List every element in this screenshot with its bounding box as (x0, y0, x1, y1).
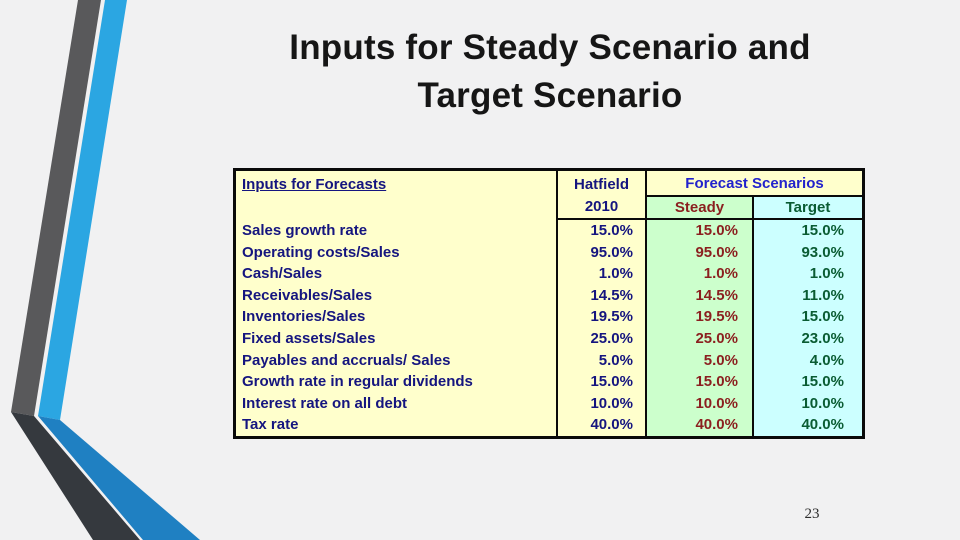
target-value: 15.0% (801, 308, 844, 326)
slide-title: Inputs for Steady Scenario and Target Sc… (130, 24, 960, 120)
column-header-hatfield: Hatfield 2010 (558, 174, 645, 218)
hatfield-value: 19.5% (590, 308, 633, 326)
target-value: 40.0% (801, 416, 844, 434)
inputs-table: Inputs for Forecasts Hatfield 2010 Forec… (233, 168, 865, 439)
row-label: Cash/Sales (242, 265, 323, 283)
table-title: Inputs for Forecasts (242, 176, 387, 193)
target-value: 93.0% (801, 243, 844, 261)
target-value: 15.0% (801, 373, 844, 391)
steady-value: 5.0% (703, 351, 738, 369)
line-under-header-row (558, 218, 862, 220)
table-row: Payables and accruals/ Sales 5.0% 5.0% 4… (236, 350, 862, 372)
row-label: Operating costs/Sales (242, 243, 400, 261)
row-label: Inventories/Sales (242, 308, 366, 326)
table-row: Growth rate in regular dividends 15.0% 1… (236, 371, 862, 393)
target-value: 15.0% (801, 222, 844, 239)
blue-ribbon-upper (38, 0, 127, 420)
steady-value: 15.0% (695, 222, 738, 239)
table-row: Receivables/Sales 14.5% 14.5% 11.0% (236, 285, 862, 307)
row-label: Sales growth rate (242, 222, 368, 239)
slide-accent-ribbon (11, 0, 200, 540)
table-row: Sales growth rate 15.0% 15.0% 15.0% (236, 220, 862, 242)
row-label: Interest rate on all debt (242, 394, 408, 412)
table-row: Fixed assets/Sales 25.0% 25.0% 23.0% (236, 328, 862, 350)
hatfield-value: 40.0% (590, 416, 633, 434)
steady-value: 25.0% (695, 329, 738, 347)
table-body: Sales growth rate 15.0% 15.0% 15.0% Oper… (236, 220, 862, 436)
row-label: Receivables/Sales (242, 286, 373, 304)
hatfield-value: 1.0% (598, 265, 633, 283)
steady-value: 15.0% (695, 373, 738, 391)
target-value: 11.0% (802, 286, 844, 304)
steady-value: 1.0% (703, 265, 738, 283)
column-header-forecast-scenarios: Forecast Scenarios (685, 175, 824, 192)
divider-steady-target (752, 195, 754, 436)
slide-title-line2: Target Scenario (417, 76, 683, 115)
table-row: Cash/Sales 1.0% 1.0% 1.0% (236, 263, 862, 285)
target-value: 23.0% (801, 329, 844, 347)
gray-ribbon-lower (11, 412, 140, 540)
column-header-target: Target (785, 199, 831, 216)
steady-value: 40.0% (695, 416, 738, 434)
table-row: Interest rate on all debt 10.0% 10.0% 10… (236, 393, 862, 415)
hatfield-value: 25.0% (590, 329, 633, 347)
hatfield-value: 10.0% (590, 394, 633, 412)
target-value: 10.0% (801, 394, 844, 412)
table-row: Tax rate 40.0% 40.0% 40.0% (236, 414, 862, 436)
steady-value: 14.5% (695, 286, 738, 304)
hatfield-header-line2: 2010 (584, 198, 619, 215)
column-header-steady: Steady (674, 199, 725, 216)
steady-column-background (647, 196, 752, 436)
slide-title-line1: Inputs for Steady Scenario and (289, 28, 811, 67)
steady-value: 95.0% (695, 243, 738, 261)
hatfield-value: 95.0% (590, 243, 633, 261)
target-value: 1.0% (809, 265, 844, 283)
row-label: Fixed assets/Sales (242, 329, 376, 347)
steady-value: 19.5% (695, 308, 738, 326)
divider-hatfield-steady (645, 171, 647, 436)
hatfield-value: 5.0% (598, 351, 633, 369)
hatfield-value: 15.0% (590, 373, 633, 391)
gray-ribbon-upper (11, 0, 101, 416)
hatfield-header-line1: Hatfield (573, 176, 629, 193)
target-column-background (754, 196, 862, 436)
target-value: 4.0% (809, 351, 844, 369)
row-label: Growth rate in regular dividends (242, 373, 473, 391)
hatfield-value: 14.5% (590, 286, 633, 304)
hatfield-value: 15.0% (590, 222, 633, 239)
steady-value: 10.0% (695, 394, 738, 412)
divider-labels-hatfield (556, 171, 558, 436)
row-label: Tax rate (242, 416, 299, 434)
line-under-forecast-scenarios (647, 195, 862, 197)
blue-ribbon-lower (38, 416, 200, 540)
table-row: Operating costs/Sales 95.0% 95.0% 93.0% (236, 242, 862, 264)
row-label: Payables and accruals/ Sales (242, 351, 451, 369)
slide-number: 23 (804, 506, 820, 522)
table-row: Inventories/Sales 19.5% 19.5% 15.0% (236, 306, 862, 328)
